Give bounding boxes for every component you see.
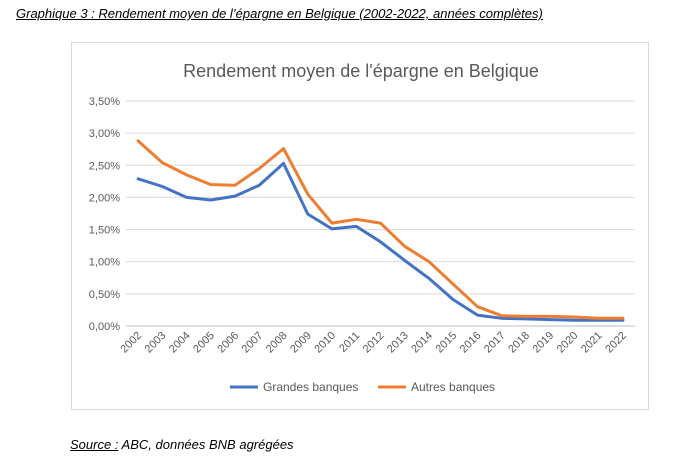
x-tick-label: 2021 — [579, 330, 605, 356]
x-tick-label: 2010 — [312, 330, 338, 356]
chart-frame: Rendement moyen de l'épargne en Belgique… — [71, 42, 649, 410]
x-tick-label: 2022 — [603, 330, 629, 356]
x-tick-label: 2004 — [167, 330, 193, 356]
page-caption: Graphique 3 : Rendement moyen de l’éparg… — [16, 6, 543, 21]
legend-label: Grandes banques — [263, 380, 358, 394]
line-chart: Rendement moyen de l'épargne en Belgique… — [89, 61, 635, 394]
x-tick-label: 2014 — [409, 330, 435, 356]
y-tick-label: 1,00% — [89, 257, 120, 269]
x-tick-label: 2017 — [482, 330, 508, 356]
x-tick-label: 2008 — [264, 330, 290, 356]
gridlines — [126, 100, 635, 327]
x-tick-label: 2005 — [191, 330, 217, 356]
series-line-grandes-banques — [136, 161, 625, 322]
x-tick-label: 2002 — [118, 330, 144, 356]
x-tick-label: 2018 — [506, 330, 532, 356]
series-line-autres-banques — [136, 139, 625, 320]
x-tick-label: 2012 — [361, 330, 387, 356]
legend: Grandes banques Autres banques — [230, 380, 495, 394]
x-tick-label: 2016 — [458, 330, 484, 356]
y-tick-label: 3,50% — [89, 96, 120, 108]
x-tick-label: 2011 — [337, 330, 362, 355]
x-tick-label: 2019 — [530, 330, 556, 356]
legend-label: Autres banques — [411, 380, 495, 394]
x-tick-label: 2009 — [288, 330, 314, 356]
source-label: Source : — [70, 437, 119, 452]
y-tick-label: 1,50% — [89, 225, 120, 237]
source-text: ABC, données BNB agrégées — [118, 437, 294, 452]
x-tick-label: 2020 — [555, 330, 581, 356]
chart-title: Rendement moyen de l'épargne en Belgique — [183, 61, 539, 81]
x-tick-label: 2003 — [143, 330, 169, 356]
y-axis-ticks: 0,00% 0,50% 1,00% 1,50% 2,00% 2,50% 3,00% 3,50% — [89, 96, 120, 333]
series-lines — [136, 139, 625, 322]
y-tick-label: 2,00% — [89, 192, 120, 204]
y-tick-label: 3,00% — [89, 128, 120, 140]
source-note: Source : ABC, données BNB agrégées — [70, 437, 294, 452]
x-tick-label: 2015 — [434, 330, 460, 356]
x-tick-label: 2007 — [240, 330, 266, 356]
y-tick-label: 2,50% — [89, 160, 120, 172]
x-tick-label: 2013 — [385, 330, 411, 356]
y-tick-label: 0,50% — [89, 289, 120, 301]
x-tick-label: 2006 — [215, 330, 241, 356]
y-tick-label: 0,00% — [89, 321, 120, 333]
